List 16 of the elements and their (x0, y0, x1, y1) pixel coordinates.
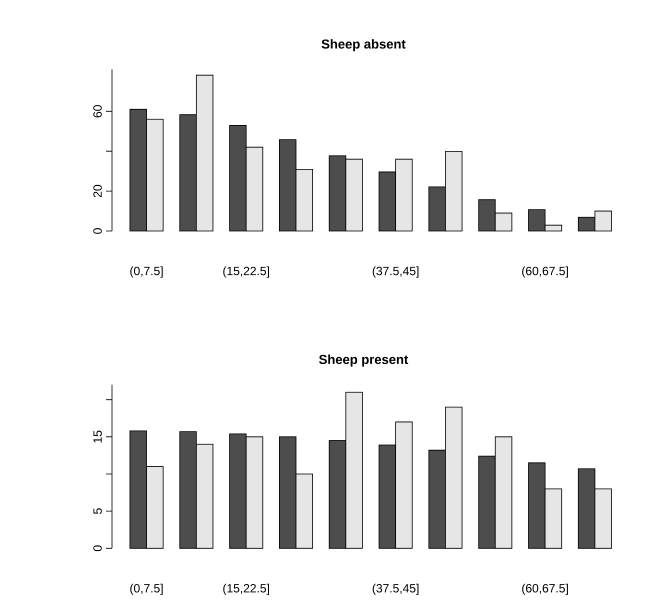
y-tick-label: 15 (93, 430, 102, 443)
y-tick-label: 0 (93, 228, 102, 234)
x-tick-label: (37.5,45] (372, 266, 418, 278)
x-tick-label: (60,67.5] (522, 266, 568, 278)
x-tick-label: (60,67.5] (522, 584, 568, 595)
x-tick-label: (15,22.5] (223, 266, 270, 278)
chart-title: Sheep absent (322, 39, 406, 52)
y-tick-label: 60 (93, 105, 102, 118)
x-tick-label: (37.5,45] (372, 584, 418, 595)
x-tick-label: (0,7.5] (130, 266, 163, 278)
chart-title: Sheep present (319, 354, 408, 367)
x-tick-label: (15,22.5] (223, 584, 270, 595)
y-tick-label: 0 (93, 545, 102, 552)
y-tick-label: 20 (93, 184, 102, 198)
x-tick-label: (0,7.5] (130, 584, 163, 595)
y-tick-label: 5 (93, 508, 102, 514)
